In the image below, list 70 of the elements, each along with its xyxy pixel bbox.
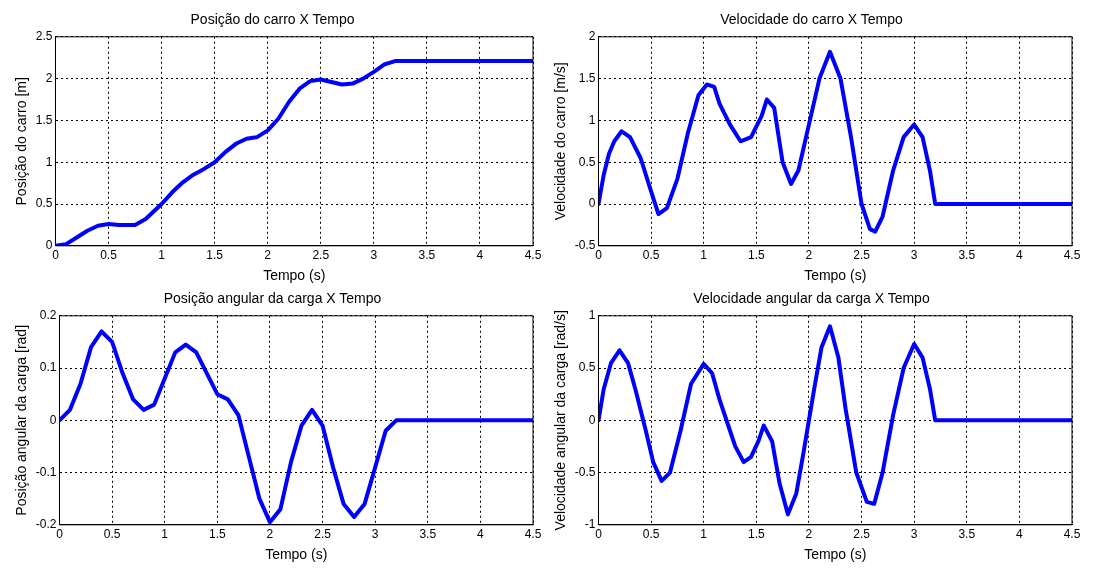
x-tick-label: 3 [371, 527, 379, 542]
x-tick-label: 4 [476, 248, 484, 263]
x-axis-title: Tempo (s) [804, 546, 867, 563]
y-tick-label: 1 [588, 112, 596, 127]
y-tick-label: 0.5 [578, 154, 596, 169]
y-axis-title: Posição angular da carga [rad] [13, 324, 30, 516]
x-tick-label: 2.5 [314, 527, 332, 542]
y-tick-label: 0 [588, 412, 596, 427]
x-tick-label: 4 [1016, 527, 1024, 542]
x-tick-label: 2 [266, 527, 274, 542]
y-tick-label: 0.1 [39, 360, 57, 375]
y-tick-label: 1 [45, 154, 53, 169]
x-tick-label: 3 [370, 248, 378, 263]
y-tick-label: 1.5 [35, 112, 53, 127]
y-tick-label: 0 [49, 412, 57, 427]
y-tick-label: -1 [584, 517, 596, 532]
x-tick-label: 2 [264, 248, 272, 263]
x-tick-label: 3.5 [418, 248, 436, 263]
y-tick-label: 2 [588, 29, 596, 44]
y-tick-label: 0.2 [39, 308, 57, 323]
y-tick-label: 0.5 [35, 196, 53, 211]
x-tick-label: 4 [1016, 248, 1024, 263]
x-tick-label: 1.5 [747, 527, 765, 542]
chart-title: Velocidade angular da carga X Tempo [693, 290, 930, 307]
x-tick-label: 1.5 [206, 248, 224, 263]
x-tick-label: 0.5 [642, 248, 660, 263]
x-tick-label: 0.5 [100, 248, 118, 263]
x-tick-label: 1.5 [208, 527, 226, 542]
y-tick-label: 2.5 [35, 29, 53, 44]
x-tick-label: 3.5 [419, 527, 437, 542]
y-axis-title: Posição do carro [m] [13, 77, 30, 206]
x-tick-label: 2.5 [853, 248, 871, 263]
x-tick-label: 3.5 [958, 527, 976, 542]
y-tick-label: 0 [588, 196, 596, 211]
y-tick-label: 1.5 [578, 70, 596, 85]
x-tick-label: 1 [700, 527, 708, 542]
x-tick-label: 1 [158, 248, 166, 263]
x-tick-label: 2.5 [853, 527, 871, 542]
chart-title: Posição angular da carga X Tempo [163, 290, 382, 307]
x-tick-label: 2 [805, 248, 813, 263]
chart-title: Posição do carro X Tempo [190, 11, 355, 28]
x-tick-label: 2.5 [312, 248, 330, 263]
x-tick-label: 4.5 [1063, 527, 1081, 542]
y-tick-label: -0.1 [35, 464, 57, 479]
x-tick-label: 0.5 [642, 527, 660, 542]
x-tick-label: 2 [805, 527, 813, 542]
x-tick-label: 4.5 [524, 527, 542, 542]
x-tick-label: 1 [700, 248, 708, 263]
y-tick-label: 0 [45, 238, 53, 253]
y-tick-label: -0.5 [574, 464, 596, 479]
x-tick-label: 1.5 [747, 248, 765, 263]
x-tick-label: 0.5 [103, 527, 121, 542]
y-axis-title: Velocidade angular da carga [rad/s] [552, 310, 569, 531]
x-tick-label: 4.5 [1063, 248, 1081, 263]
x-axis-title: Tempo (s) [263, 267, 326, 284]
x-tick-label: 4.5 [524, 248, 542, 263]
x-axis-title: Tempo (s) [804, 267, 867, 284]
x-tick-label: 3 [910, 527, 918, 542]
y-tick-label: 2 [45, 70, 53, 85]
y-tick-label: 1 [588, 308, 596, 323]
y-tick-label: -0.5 [574, 238, 596, 253]
y-axis-title: Velocidade do carro [m/s] [552, 62, 569, 221]
x-tick-label: 3 [910, 248, 918, 263]
x-tick-label: 3.5 [958, 248, 976, 263]
x-tick-label: 4 [477, 527, 485, 542]
x-axis-title: Tempo (s) [265, 546, 328, 563]
y-tick-label: 0.5 [578, 360, 596, 375]
x-tick-label: 1 [161, 527, 169, 542]
y-tick-label: -0.2 [35, 517, 57, 532]
chart-title: Velocidade do carro X Tempo [720, 11, 904, 28]
